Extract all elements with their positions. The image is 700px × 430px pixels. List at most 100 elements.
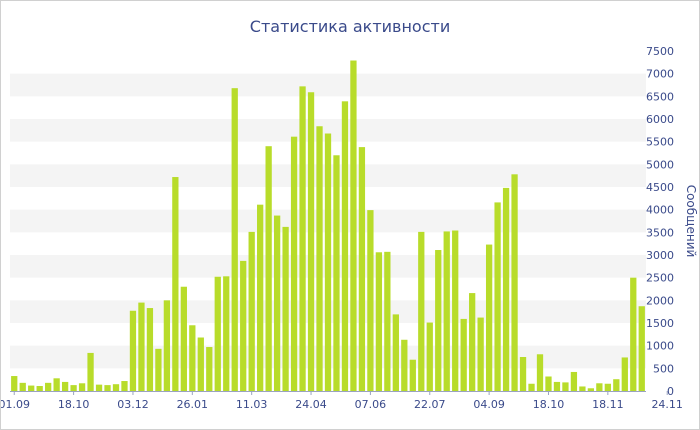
bar: [477, 317, 484, 391]
bar: [579, 386, 586, 391]
bar: [206, 347, 213, 391]
y-tick-label: 6000: [646, 113, 674, 126]
bar: [502, 187, 510, 391]
bar: [273, 215, 281, 391]
grid-band: [10, 119, 646, 142]
bar: [163, 300, 171, 391]
bar: [138, 302, 145, 391]
bar: [545, 376, 552, 391]
bar: [562, 382, 569, 391]
x-tick-label: 26.01: [177, 398, 209, 411]
y-tick-label: 7500: [646, 45, 674, 58]
bar: [240, 260, 247, 391]
y-tick-label: 2500: [646, 272, 674, 285]
bar: [485, 244, 493, 391]
x-tick-label: 18.10: [533, 398, 565, 411]
y-tick-labels: 0 500 1000 1500 2000 2500 3000 3500 4000 4500 5000…: [646, 45, 674, 398]
bar: [112, 384, 120, 391]
bar: [36, 386, 43, 391]
x-tick-label: 18.10: [58, 398, 90, 411]
y-tick-label: 5000: [646, 158, 674, 171]
y-tick-label: 3500: [646, 226, 674, 239]
bar: [231, 88, 238, 392]
bar: [121, 381, 128, 391]
bar: [53, 378, 60, 391]
bar: [350, 60, 357, 392]
bar: [638, 306, 645, 391]
bar: [384, 251, 391, 391]
bar: [469, 293, 476, 391]
bar: [613, 379, 620, 391]
bar: [172, 177, 179, 391]
x-tick-label: 01.09: [1, 398, 30, 411]
bar: [409, 359, 416, 391]
bar: [155, 348, 162, 391]
bar: [324, 133, 332, 391]
bar: [375, 252, 383, 391]
bar: [146, 308, 154, 391]
bar: [307, 92, 315, 391]
y-axis-label: Сообщений: [684, 185, 698, 258]
bar: [570, 371, 578, 391]
bar: [587, 388, 595, 391]
bar: [528, 383, 535, 391]
bar: [358, 147, 366, 391]
x-tick-label: 22.07: [414, 398, 446, 411]
bar: [392, 314, 399, 391]
x-tick-labels: 01.09 18.10 03.12 26.01 11.03 24.04 07.06 22.07…: [1, 391, 683, 411]
bar: [341, 101, 349, 391]
bar: [621, 357, 628, 391]
chart-title: Статистика активности: [250, 17, 450, 36]
bar: [536, 354, 544, 391]
bar: [596, 383, 603, 391]
x-tick-label: 04.09: [473, 398, 505, 411]
bar: [78, 383, 86, 391]
grid-band: [10, 73, 646, 97]
bars: [11, 60, 645, 392]
bar: [129, 310, 137, 391]
bar: [257, 204, 264, 391]
bar: [214, 276, 221, 391]
bar: [299, 86, 306, 392]
bar: [435, 250, 442, 391]
bar: [630, 277, 637, 391]
bar: [443, 231, 450, 391]
y-tick-label: 500: [653, 362, 674, 375]
y-tick-label: 7000: [646, 68, 674, 81]
x-tick-label: 11.03: [236, 398, 268, 411]
y-tick-label: 1500: [646, 317, 674, 330]
bar: [494, 202, 501, 391]
bar: [511, 174, 518, 391]
bar: [316, 126, 323, 391]
bar: [197, 337, 204, 391]
x-tick-label: 24.04: [295, 398, 327, 411]
bar: [11, 376, 18, 391]
bar: [333, 155, 340, 391]
y-tick-label: 1000: [646, 340, 674, 353]
bar: [460, 318, 467, 391]
bar: [189, 325, 196, 391]
x-tick-label: 07.06: [355, 398, 387, 411]
bar: [604, 383, 611, 391]
x-tick-label: 24.11: [651, 398, 683, 411]
bar: [104, 385, 111, 391]
y-tick-label: 4500: [646, 181, 674, 194]
bar: [180, 286, 187, 391]
y-tick-label: 4000: [646, 204, 674, 217]
x-tick-label: 18.11: [592, 398, 624, 411]
bar: [45, 382, 52, 391]
bar: [282, 226, 289, 391]
bar: [426, 322, 433, 391]
bar: [61, 381, 69, 391]
bar: [87, 352, 94, 391]
bar: [290, 136, 298, 391]
bar: [553, 381, 561, 391]
bar: [28, 385, 35, 391]
bar: [418, 231, 425, 391]
bar: [223, 276, 230, 391]
bar: [95, 384, 103, 391]
bar: [401, 339, 408, 391]
y-tick-label: 3000: [646, 249, 674, 262]
